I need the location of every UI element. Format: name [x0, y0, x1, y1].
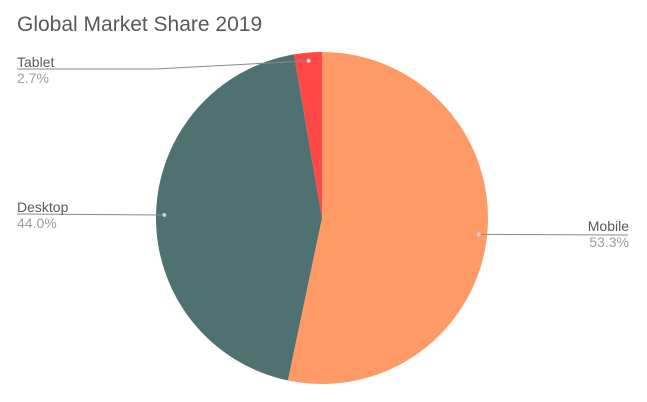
leader-line-mobile: [478, 233, 629, 236]
slice-value-mobile: 53.3%: [589, 234, 629, 250]
pie-slice-tablet: [293, 52, 322, 218]
slice-value-tablet: 2.7%: [17, 70, 49, 86]
slice-name-mobile: Mobile: [587, 218, 629, 234]
slice-label-desktop: Desktop 44.0%: [17, 199, 68, 231]
leader-line-desktop: [16, 213, 165, 216]
pie-slice-desktop: [155, 54, 322, 381]
slice-label-tablet: Tablet 2.7%: [17, 54, 54, 86]
leader-dot-mobile: [476, 232, 481, 237]
slice-name-desktop: Desktop: [17, 199, 69, 215]
slice-name-tablet: Tablet: [17, 54, 55, 70]
slice-label-mobile: Mobile 53.3%: [588, 218, 629, 250]
leader-line-tablet: [17, 60, 309, 70]
leader-dot-desktop: [162, 213, 167, 218]
pie-slice-mobile: [287, 52, 489, 385]
slice-value-desktop: 44.0%: [17, 215, 57, 231]
chart-title: Global Market Share 2019: [17, 13, 263, 36]
leader-dot-tablet: [306, 58, 311, 63]
